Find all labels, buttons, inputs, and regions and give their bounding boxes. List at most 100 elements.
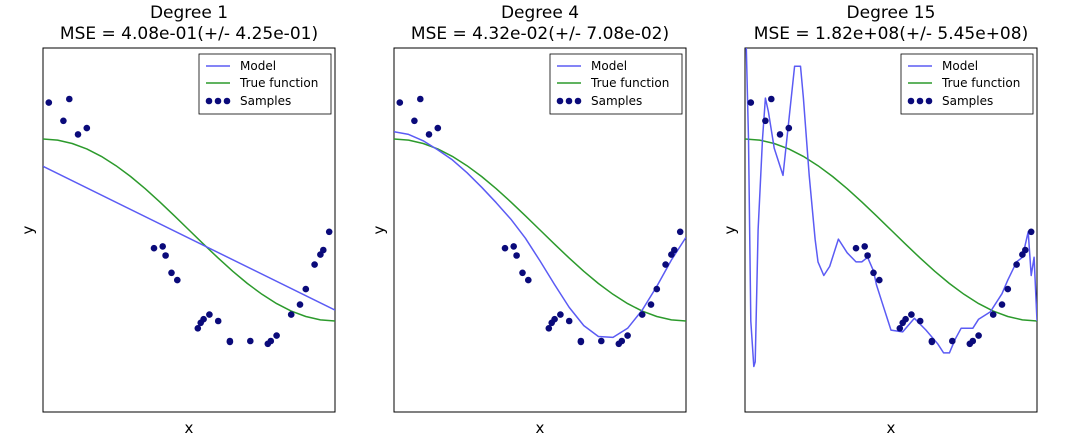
panel-title: Degree 4	[501, 3, 579, 23]
model-line	[394, 130, 686, 339]
sample-point	[83, 124, 91, 132]
sample-point	[200, 315, 207, 323]
legend-label-true-function: True function	[941, 76, 1020, 90]
legend-label-model: Model	[591, 59, 627, 73]
sample-point	[768, 95, 775, 103]
sample-point	[311, 261, 318, 268]
legend-label-samples: Samples	[591, 94, 642, 108]
sample-point	[998, 301, 1006, 308]
legend-samples-dot	[223, 97, 231, 105]
sample-point	[762, 117, 769, 125]
legend-label-model: Model	[240, 59, 276, 73]
legend-label-model: Model	[942, 59, 978, 73]
legend-label-true-function: True function	[590, 76, 669, 90]
sample-point	[174, 276, 181, 284]
legend: Model True function Samples	[900, 53, 1034, 115]
legend-label-true-function: True function	[239, 76, 318, 90]
sample-point	[776, 131, 784, 138]
true-function-line	[745, 138, 1037, 322]
sample-point	[1027, 228, 1035, 236]
x-axis-label: x	[887, 419, 896, 437]
sample-point	[325, 228, 333, 236]
sample-point	[989, 311, 997, 318]
sample-point	[247, 337, 254, 345]
legend-samples-dot	[565, 97, 573, 105]
legend-samples-dot	[925, 97, 933, 105]
legend-frame	[198, 53, 332, 115]
legend-samples-dot	[205, 97, 213, 105]
sample-point	[861, 243, 868, 250]
legend-label-samples: Samples	[240, 94, 291, 108]
sample-point	[434, 124, 442, 132]
sample-point	[525, 276, 532, 284]
sample-point	[66, 95, 73, 103]
sample-point	[194, 325, 202, 332]
sample-point	[510, 243, 517, 250]
true-function-line	[43, 138, 335, 322]
legend-samples-dot	[916, 97, 924, 105]
panel-degree-1: Degree 1 MSE = 4.08e-01(+/- 4.25e-01) x …	[19, 3, 336, 437]
sample-point	[747, 99, 755, 106]
sample-point	[159, 243, 166, 250]
legend-samples-dot	[907, 97, 915, 105]
sample-point	[785, 124, 793, 132]
model-line	[745, 48, 1037, 368]
sample-point	[273, 332, 280, 339]
sample-point	[852, 244, 860, 252]
sample-point	[864, 252, 871, 259]
y-axis-label: y	[721, 225, 739, 234]
sample-point	[676, 228, 684, 236]
panel-degree-15: Degree 15 MSE = 1.82e+08(+/- 5.45e+08) x…	[721, 3, 1038, 437]
sample-point	[162, 252, 169, 259]
model-line	[43, 165, 335, 311]
sample-point	[296, 301, 304, 308]
panel-subtitle: MSE = 4.32e-02(+/- 7.08e-02)	[411, 24, 669, 44]
sample-point	[975, 332, 982, 339]
plot-area	[745, 48, 1037, 368]
sample-point	[519, 269, 526, 277]
sample-point	[551, 315, 558, 323]
sample-point	[287, 311, 295, 318]
sample-point	[74, 131, 82, 138]
legend-frame	[549, 53, 683, 115]
sample-point	[214, 317, 222, 325]
legend: Model True function Samples	[549, 53, 683, 115]
sample-point	[928, 338, 936, 346]
sample-point	[45, 99, 53, 106]
sample-point	[896, 325, 904, 332]
sample-point	[396, 99, 404, 106]
sample-point	[501, 244, 509, 252]
true-function-line	[394, 138, 686, 322]
panel-subtitle: MSE = 4.08e-01(+/- 4.25e-01)	[60, 24, 318, 44]
legend-samples-dot	[556, 97, 564, 105]
sample-point	[647, 301, 655, 308]
legend-samples-dot	[574, 97, 582, 105]
panel-degree-4: Degree 4 MSE = 4.32e-02(+/- 7.08e-02) x …	[370, 3, 687, 437]
sample-point	[513, 252, 520, 259]
x-axis-label: x	[536, 419, 545, 437]
sample-point	[417, 95, 424, 103]
sample-point	[870, 269, 877, 277]
plot-area	[43, 95, 335, 348]
sample-point	[320, 246, 327, 254]
sample-point	[618, 337, 626, 345]
sample-point	[662, 261, 669, 268]
panel-title: Degree 1	[150, 3, 228, 23]
legend: Model True function Samples	[198, 53, 332, 115]
sample-point	[969, 337, 977, 345]
sample-point	[1022, 246, 1029, 254]
sample-point	[598, 337, 605, 345]
sample-point	[916, 317, 924, 325]
sample-point	[908, 311, 915, 318]
sample-point	[206, 311, 213, 318]
sample-point	[876, 276, 883, 284]
sample-point	[565, 317, 573, 325]
plot-area	[394, 95, 686, 348]
panel-title: Degree 15	[847, 3, 936, 23]
legend-samples-dot	[214, 97, 222, 105]
sample-point	[425, 131, 433, 138]
sample-point	[267, 337, 275, 345]
sample-point	[60, 117, 67, 125]
legend-frame	[900, 53, 1034, 115]
